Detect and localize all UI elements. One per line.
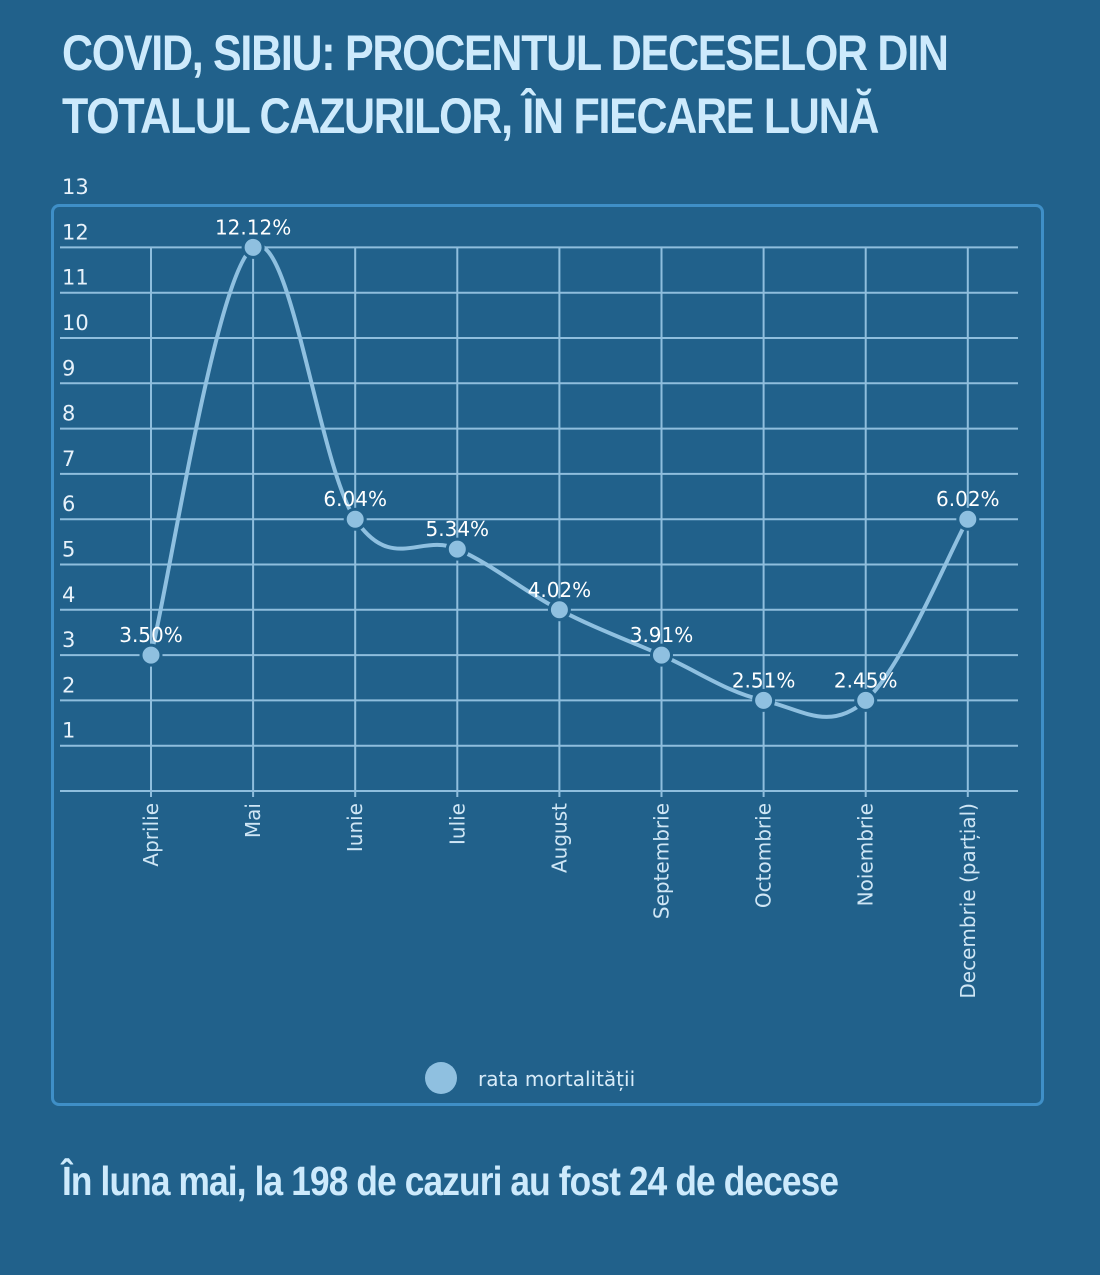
data-point-label: 2.45% xyxy=(834,668,898,692)
data-point[interactable] xyxy=(956,507,980,531)
data-point[interactable] xyxy=(650,643,673,667)
data-point[interactable] xyxy=(241,235,265,259)
x-axis-ticks: Aprilie Mai Iunie Iulie August Septembrie Octo… xyxy=(139,803,980,999)
x-tick-label: August xyxy=(547,803,571,873)
footer-note: În luna mai, la 198 de cazuri au fost 24… xyxy=(62,1158,839,1204)
page-title: COVID, SIBIU: PROCENTUL DECESELOR DIN TO… xyxy=(62,22,949,148)
data-point[interactable] xyxy=(139,643,163,667)
y-tick-label: 4 xyxy=(62,583,75,607)
data-point-label: 4.02% xyxy=(528,578,592,602)
y-tick-label: 12 xyxy=(62,220,89,244)
y-tick-label: 9 xyxy=(62,356,75,380)
x-tick-label: Decembrie (parțial) xyxy=(956,803,980,999)
x-tick-label: Iulie xyxy=(445,803,469,845)
x-tick-label: Octombrie xyxy=(752,803,776,908)
legend-label: rata mortalității xyxy=(478,1067,635,1091)
data-point[interactable] xyxy=(854,688,878,712)
data-point[interactable] xyxy=(752,688,776,712)
x-tick-label: Mai xyxy=(241,803,265,838)
y-tick-label: 1 xyxy=(62,719,75,743)
legend[interactable]: rata mortalității xyxy=(425,1062,635,1094)
data-point[interactable] xyxy=(445,537,469,561)
data-point-label: 2.51% xyxy=(732,668,796,692)
x-tick-label: Iunie xyxy=(343,803,367,852)
data-point-label: 3.50% xyxy=(119,623,183,647)
y-tick-label: 3 xyxy=(62,628,75,652)
y-tick-label: 10 xyxy=(62,311,89,335)
y-tick-label: 7 xyxy=(62,447,75,471)
data-point-label: 3.91% xyxy=(630,623,694,647)
chart-frame xyxy=(51,204,1044,1106)
y-tick-label: 11 xyxy=(62,266,89,290)
y-tick-label: 2 xyxy=(62,673,75,697)
x-tick-label: Aprilie xyxy=(139,803,163,867)
x-tick-label: Noiembrie xyxy=(854,803,878,906)
legend-circle-marker-icon xyxy=(425,1062,457,1094)
y-tick-label: 13 xyxy=(62,175,89,199)
data-point[interactable] xyxy=(343,507,367,531)
x-tick-label: Septembrie xyxy=(650,803,674,919)
data-point-label: 5.34% xyxy=(426,517,490,541)
data-point-label: 12.12% xyxy=(215,215,291,239)
data-labels: 3.50% 12.12% 6.04% 5.34% 4.02% 3.91% 2.51% 2.45… xyxy=(119,215,999,692)
data-points[interactable] xyxy=(139,235,980,712)
data-point-label: 6.04% xyxy=(323,487,387,511)
y-tick-label: 5 xyxy=(62,538,75,562)
title-line-1: COVID, SIBIU: PROCENTUL DECESELOR DIN xyxy=(62,25,949,81)
y-tick-label: 6 xyxy=(62,492,75,516)
y-tick-label: 8 xyxy=(62,402,75,426)
data-point[interactable] xyxy=(547,598,571,622)
grid-lines xyxy=(60,246,1018,797)
title-line-2: TOTALUL CAZURILOR, ÎN FIECARE LUNĂ xyxy=(62,88,879,144)
data-point-label: 6.02% xyxy=(936,487,1000,511)
